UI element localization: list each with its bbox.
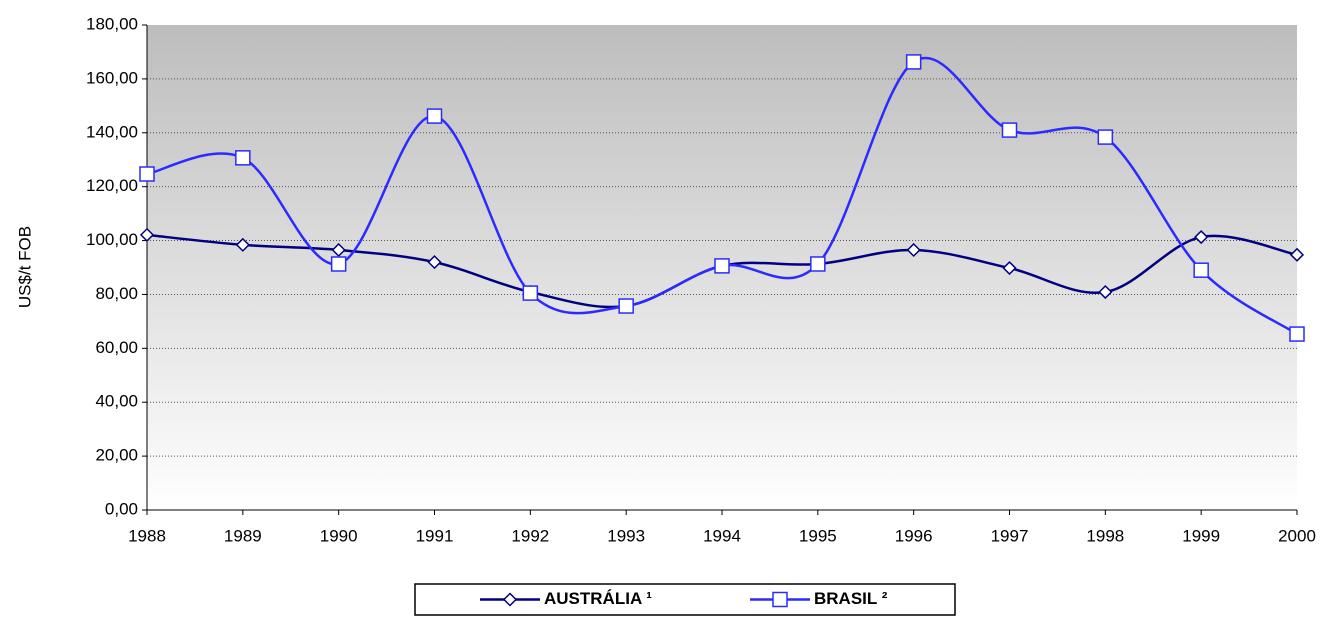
point-marker bbox=[1097, 129, 1114, 145]
x-tick-label: 1988 bbox=[128, 526, 166, 545]
point-marker bbox=[1002, 260, 1017, 276]
y-tick-label: 40,00 bbox=[95, 392, 138, 411]
point-marker bbox=[235, 150, 251, 166]
y-tick-label: 160,00 bbox=[86, 68, 138, 87]
point-marker bbox=[427, 255, 442, 270]
x-tick-label: 1998 bbox=[1086, 526, 1124, 545]
x-tick-label: 1994 bbox=[703, 526, 741, 545]
legend-marker bbox=[502, 592, 518, 607]
x-tick-label: 1997 bbox=[991, 526, 1029, 545]
legend-marker bbox=[772, 591, 788, 608]
y-tick-label: 140,00 bbox=[86, 122, 138, 141]
x-tick-label: 1989 bbox=[224, 526, 262, 545]
point-marker bbox=[330, 256, 347, 272]
y-tick-label: 0,00 bbox=[105, 499, 138, 518]
y-tick-label: 80,00 bbox=[95, 284, 138, 303]
point-marker bbox=[1098, 284, 1113, 300]
y-tick-label: 60,00 bbox=[95, 338, 138, 357]
y-axis-label: US$/t FOB bbox=[15, 226, 34, 308]
legend-label: AUSTRÁLIA ¹ bbox=[544, 589, 652, 608]
point-marker bbox=[1289, 326, 1305, 342]
legend-label: BRASIL ² bbox=[814, 589, 888, 608]
x-tick-label: 1996 bbox=[895, 526, 933, 545]
point-marker bbox=[714, 258, 730, 274]
point-marker bbox=[906, 242, 921, 258]
point-marker bbox=[1001, 122, 1018, 138]
point-marker bbox=[235, 237, 250, 252]
y-tick-label: 20,00 bbox=[95, 446, 138, 465]
x-tick-label: 1999 bbox=[1182, 526, 1220, 545]
point-marker bbox=[426, 108, 443, 124]
point-marker bbox=[810, 256, 826, 272]
y-tick-label: 100,00 bbox=[86, 230, 138, 249]
x-tick-label: 1990 bbox=[320, 526, 358, 545]
x-tick-label: 1995 bbox=[799, 526, 837, 545]
y-tick-label: 120,00 bbox=[86, 176, 138, 195]
point-marker bbox=[139, 166, 155, 182]
point-marker bbox=[522, 285, 539, 301]
point-marker bbox=[1194, 229, 1209, 245]
point-marker bbox=[1193, 262, 1209, 278]
point-marker bbox=[905, 54, 922, 70]
point-marker bbox=[139, 227, 155, 242]
x-tick-label: 2000 bbox=[1278, 526, 1316, 545]
point-marker bbox=[1289, 247, 1305, 262]
point-marker bbox=[331, 242, 346, 258]
y-tick-label: 180,00 bbox=[86, 14, 138, 33]
point-marker bbox=[618, 298, 634, 314]
x-tick-label: 1991 bbox=[416, 526, 454, 545]
x-tick-label: 1993 bbox=[607, 526, 645, 545]
x-tick-label: 1992 bbox=[511, 526, 549, 545]
